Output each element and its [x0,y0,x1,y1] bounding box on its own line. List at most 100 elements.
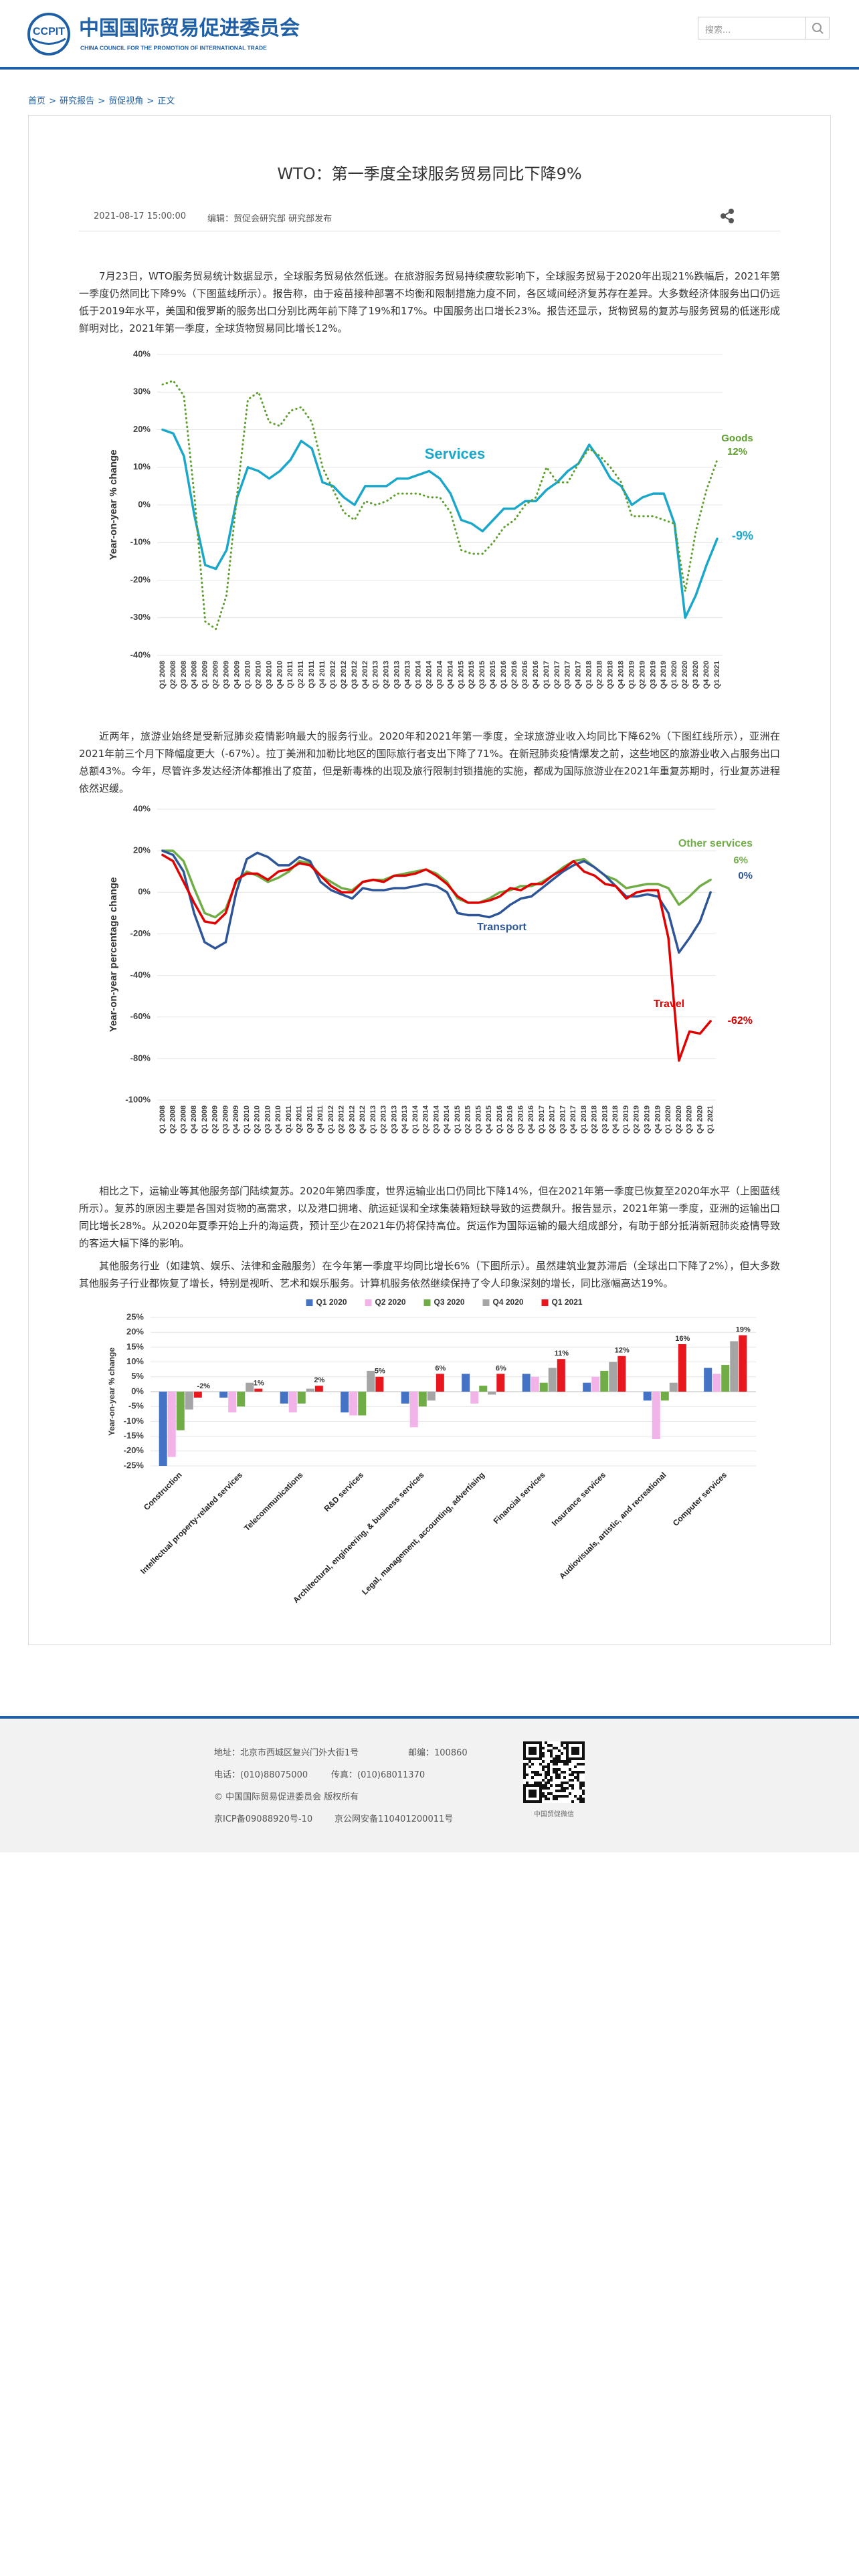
qr-module [555,1776,558,1779]
qr-module [563,1747,566,1749]
bar [669,1382,678,1392]
qr-module [542,1755,545,1757]
org-name: 中国国际贸易促进委员会 [79,17,300,40]
x-tick-label: Q4 2012 [359,1105,367,1134]
qr-module [555,1795,558,1798]
qr-module [531,1771,534,1774]
y-axis-label: Year-on-year % change [107,1348,116,1436]
qr-module [547,1771,550,1774]
qr-module [550,1784,553,1787]
org-name-en: CHINA COUNCIL FOR THE PROMOTION OF INTER… [80,44,267,51]
qr-module [523,1763,526,1765]
qr-module [558,1790,561,1792]
footer-postcode: 邮编：100860 [408,1748,468,1758]
line-series [161,379,719,631]
x-tick-label: Q1 2021 [713,661,721,689]
x-tick-label: Q3 2014 [436,660,444,689]
qr-module [566,1782,569,1784]
qr-module [579,1784,582,1787]
breadcrumb-link[interactable]: 研究报告 [60,96,95,106]
x-tick-label: Q1 2009 [201,661,209,689]
footer-police: 京公网安备110401200011号 [335,1814,454,1824]
qr-module [574,1771,577,1774]
qr-module [566,1787,569,1790]
qr-module [534,1782,537,1784]
x-tick-label: Q1 2011 [286,661,294,689]
qr-module [571,1787,574,1790]
x-tick-label: Q2 2008 [169,661,177,689]
qr-module [561,1771,563,1774]
search-box[interactable]: 搜索... [698,17,806,39]
bar [401,1392,409,1404]
article-title: WTO：第一季度全球服务贸易同比下降9% [277,165,582,183]
breadcrumb-link[interactable]: 首页 [28,96,46,106]
y-tick-label: -40% [130,970,151,980]
qr-module [582,1790,585,1792]
qr-module [569,1768,571,1771]
value-label: 1% [254,1379,264,1387]
value-label: 5% [375,1368,385,1376]
value-label: 19% [736,1326,751,1334]
x-tick-label: Q4 2018 [617,661,625,689]
x-tick-label: Q4 2017 [575,661,583,689]
search-button[interactable] [806,17,830,39]
qr-module [566,1795,569,1798]
qr-module [555,1760,558,1763]
series-label: Goods [721,433,753,444]
qr-module [569,1774,571,1776]
x-tick-label: Q4 2008 [190,1105,198,1134]
x-tick-label: Q3 2015 [474,1105,482,1134]
qr-module [561,1784,563,1787]
share-icon[interactable] [719,207,736,225]
bar [660,1392,669,1401]
series-label: Services [425,445,486,462]
x-tick-label: Q2 2009 [212,661,220,689]
bar [704,1368,712,1392]
x-tick-label: Q4 2010 [276,661,284,689]
article-date: 2021-08-17 15:00:00 [94,211,187,221]
breadcrumb-link[interactable]: 贸促视角 [108,96,144,106]
bar [288,1392,297,1413]
qr-module [539,1774,542,1776]
qr-module [542,1787,545,1790]
paragraph: 近两年，旅游业始终是受新冠肺炎疫情影响最大的服务行业。2020年和2021年第一… [79,730,780,794]
search-icon [812,23,824,34]
qr-module [550,1776,553,1779]
bar [349,1392,358,1416]
x-tick-label: Q2 2011 [296,1105,304,1134]
bar [488,1392,496,1395]
value-label: 2% [314,1376,324,1384]
qr-module [555,1771,558,1774]
qr-module [582,1784,585,1787]
legend-swatch [306,1299,313,1306]
bar [730,1341,739,1392]
x-tick-label: Q1 2014 [411,1105,419,1134]
x-tick-label: Q1 2019 [628,661,636,689]
qr-module [579,1798,582,1800]
qr-module [555,1747,558,1749]
qr-module [523,1771,526,1774]
bar [237,1392,246,1407]
legend-label: Q1 2021 [552,1297,583,1307]
qr-module [529,1765,531,1768]
qr-module [558,1768,561,1771]
qr-module [547,1765,550,1768]
value-label: 16% [675,1335,690,1343]
qr-module [547,1749,550,1752]
x-tick-label: R&D services [322,1470,365,1513]
x-tick-label: Q2 2017 [549,1105,557,1134]
qr-module [537,1771,539,1774]
qr-module [558,1776,561,1779]
x-tick-label: Q1 2009 [201,1105,209,1134]
qr-module [542,1760,545,1763]
logo[interactable]: CCPIT 中国国际贸易促进委员会 CHINA COUNCIL FOR THE … [27,12,335,56]
x-tick-label: Q1 2014 [415,660,423,689]
bar [479,1386,488,1392]
qr-module [545,1795,547,1798]
line-series [161,849,712,919]
x-tick-label: Q1 2011 [285,1105,293,1134]
x-tick-label: Q3 2014 [432,1105,440,1134]
qr-module [574,1765,577,1768]
qr-module [547,1782,550,1784]
qr-module [537,1774,539,1776]
